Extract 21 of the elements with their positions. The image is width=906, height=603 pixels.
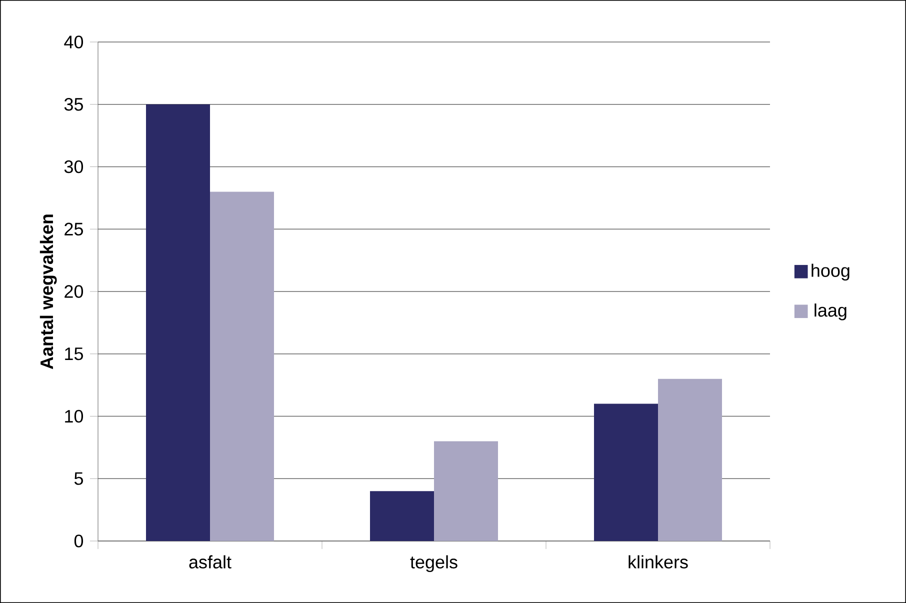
bar xyxy=(658,378,722,541)
bar xyxy=(146,104,210,541)
bar xyxy=(210,192,274,541)
legend-label: laag xyxy=(814,303,846,320)
x-tick-label: klinkers xyxy=(628,555,688,568)
bar xyxy=(370,491,434,541)
y-tick-label: 25 xyxy=(64,222,83,236)
y-tick-label: 15 xyxy=(65,348,83,360)
x-tick-label: tegels xyxy=(410,555,458,572)
y-tick-label: 10 xyxy=(65,410,84,423)
bar xyxy=(434,441,498,541)
y-tick-label: 20 xyxy=(64,285,84,298)
y-tick-label: 0 xyxy=(74,534,84,548)
x-tick-label: asfalt xyxy=(189,555,232,568)
y-tick-label: 5 xyxy=(74,472,83,485)
y-tick-label: 35 xyxy=(64,98,83,111)
y-tick-label: 30 xyxy=(64,160,84,174)
bar xyxy=(594,404,658,541)
y-axis-title: Aantal wegvakken xyxy=(40,214,57,370)
legend-label: hoog xyxy=(812,264,850,281)
y-tick-label: 40 xyxy=(64,36,84,48)
